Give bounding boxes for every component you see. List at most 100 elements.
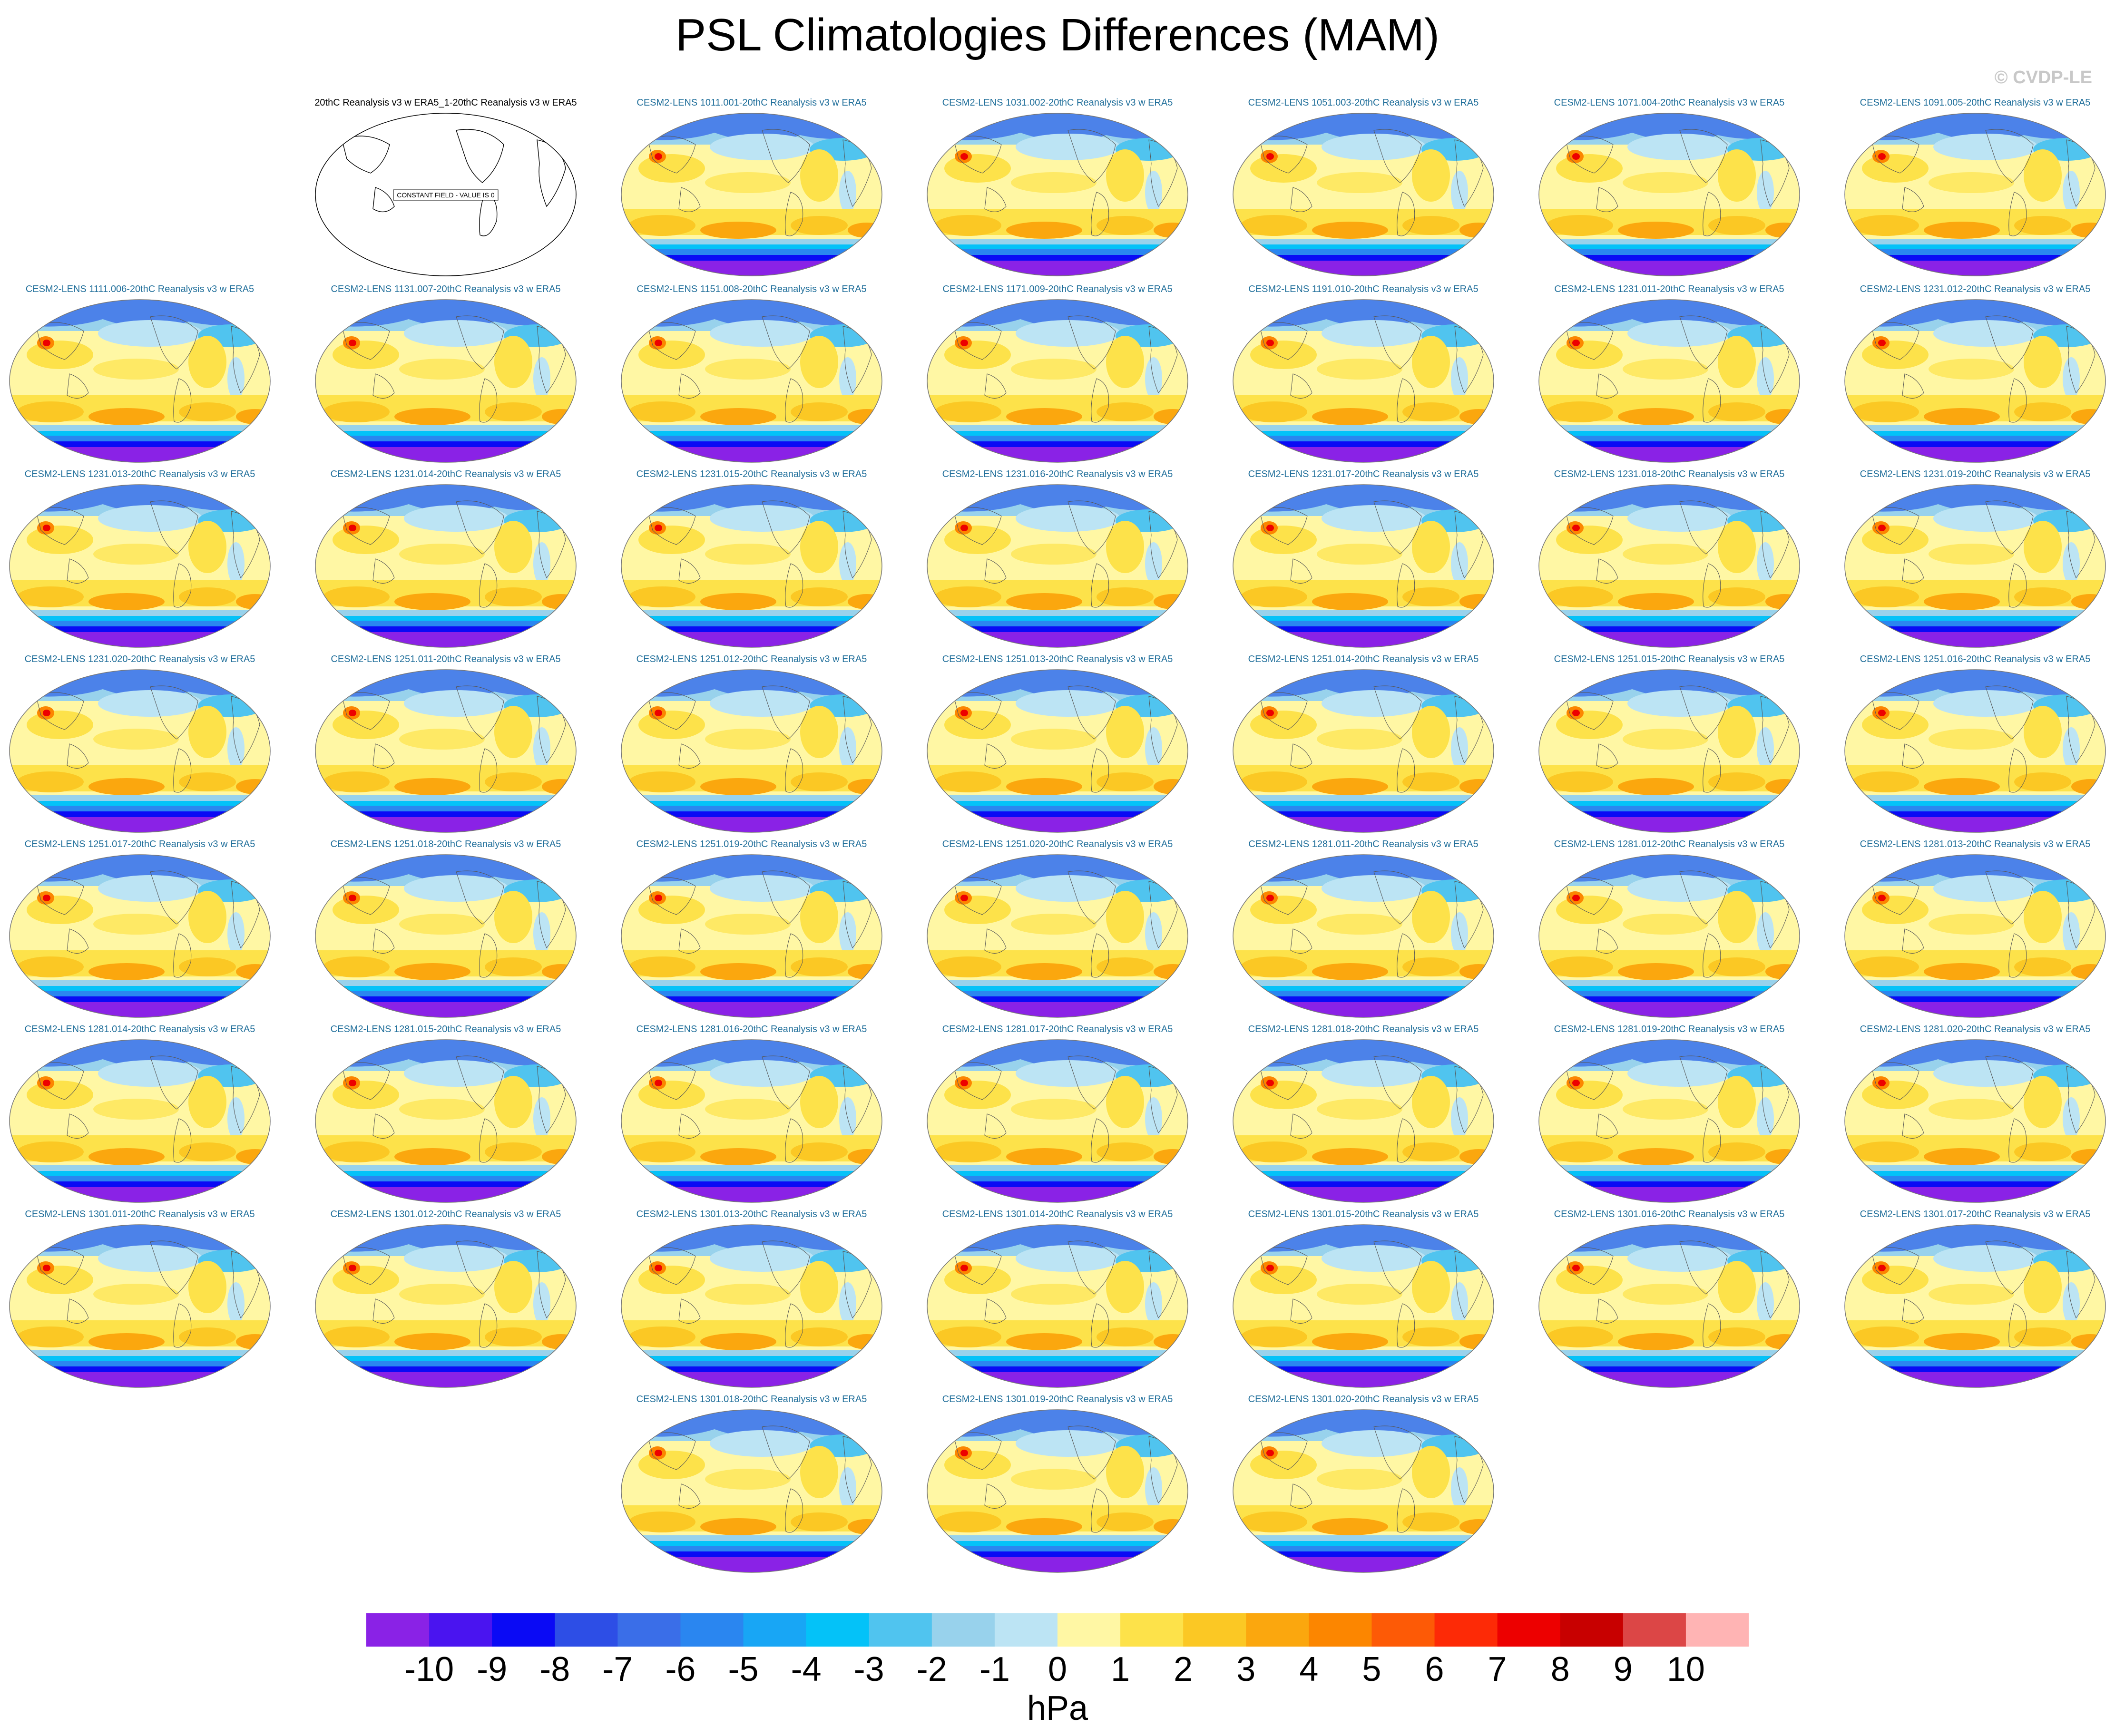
panel-title: CESM2-LENS 1301.018-20thC Reanalysis v3 … — [636, 1394, 867, 1404]
colorbar-tick-label: -8 — [539, 1650, 570, 1688]
colorbar-tick-label: 6 — [1425, 1650, 1444, 1688]
colorbar-tick-label: 7 — [1488, 1650, 1507, 1688]
member-panel: CESM2-LENS 1231.019-20thC Reanalysis v3 … — [1842, 468, 2108, 655]
colorbar-tick-label: -2 — [916, 1650, 947, 1688]
member-panel: CESM2-LENS 1281.016-20thC Reanalysis v3 … — [618, 1024, 885, 1210]
panel-title: CESM2-LENS 1301.015-20thC Reanalysis v3 … — [1248, 1209, 1479, 1219]
psl-difference-map — [1538, 484, 1800, 648]
member-panel: CESM2-LENS 1301.018-20thC Reanalysis v3 … — [618, 1394, 885, 1580]
member-panel: CESM2-LENS 1301.015-20thC Reanalysis v3 … — [1230, 1209, 1497, 1395]
member-panel: CESM2-LENS 1251.011-20thC Reanalysis v3 … — [313, 653, 579, 840]
colorbar-swatch — [1183, 1613, 1246, 1647]
panel-title: CESM2-LENS 1051.003-20thC Reanalysis v3 … — [1248, 98, 1479, 108]
psl-difference-map — [927, 669, 1188, 833]
colorbar-swatch — [1309, 1613, 1372, 1647]
psl-difference-map — [927, 484, 1188, 648]
member-panel: CESM2-LENS 1301.020-20thC Reanalysis v3 … — [1230, 1394, 1497, 1580]
psl-difference-map — [621, 669, 882, 833]
panel-title: CESM2-LENS 1231.015-20thC Reanalysis v3 … — [636, 469, 867, 479]
member-panel: CESM2-LENS 1191.010-20thC Reanalysis v3 … — [1230, 283, 1497, 470]
colorbar-swatch — [743, 1613, 807, 1647]
panel-title: CESM2-LENS 1251.011-20thC Reanalysis v3 … — [331, 654, 561, 664]
panel-title: CESM2-LENS 1191.010-20thC Reanalysis v3 … — [1248, 284, 1479, 294]
psl-difference-map — [621, 484, 882, 648]
colorbar-swatch — [617, 1613, 681, 1647]
colorbar-tick-label: -7 — [602, 1650, 633, 1688]
member-panel: CESM2-LENS 1131.007-20thC Reanalysis v3 … — [313, 283, 579, 470]
panel-title: CESM2-LENS 1251.016-20thC Reanalysis v3 … — [1860, 654, 2091, 664]
panel-title: CESM2-LENS 1251.017-20thC Reanalysis v3 … — [24, 839, 255, 849]
panel-title: CESM2-LENS 1281.020-20thC Reanalysis v3 … — [1860, 1024, 2091, 1034]
panel-title: CESM2-LENS 1251.018-20thC Reanalysis v3 … — [330, 839, 561, 849]
psl-difference-map — [315, 1224, 577, 1388]
psl-difference-map — [927, 1039, 1188, 1203]
colorbar-tick-label: 4 — [1299, 1650, 1319, 1688]
member-panel: CESM2-LENS 1301.013-20thC Reanalysis v3 … — [618, 1209, 885, 1395]
member-panel: CESM2-LENS 1281.018-20thC Reanalysis v3 … — [1230, 1024, 1497, 1210]
colorbar-tick-label: 9 — [1613, 1650, 1633, 1688]
colorbar-swatch — [1120, 1613, 1184, 1647]
colorbar-swatch — [1058, 1613, 1121, 1647]
psl-difference-map — [1844, 854, 2106, 1018]
colorbar-swatch — [680, 1613, 744, 1647]
panel-title: CESM2-LENS 1281.018-20thC Reanalysis v3 … — [1248, 1024, 1479, 1034]
psl-difference-map — [621, 113, 882, 276]
observation-panel: 20thC Reanalysis v3 w ERA5_1-20thC Reana… — [313, 97, 579, 283]
panel-title: CESM2-LENS 1031.002-20thC Reanalysis v3 … — [942, 98, 1173, 108]
panel-title: CESM2-LENS 1281.016-20thC Reanalysis v3 … — [636, 1024, 867, 1034]
psl-difference-map — [9, 1224, 271, 1388]
panel-title: CESM2-LENS 1281.012-20thC Reanalysis v3 … — [1554, 839, 1785, 849]
psl-difference-map — [927, 299, 1188, 463]
colorbar-swatch — [1497, 1613, 1561, 1647]
member-panel: CESM2-LENS 1231.017-20thC Reanalysis v3 … — [1230, 468, 1497, 655]
colorbar-units: hPa — [1027, 1689, 1088, 1727]
psl-difference-map — [1844, 113, 2106, 276]
member-panel: CESM2-LENS 1151.008-20thC Reanalysis v3 … — [618, 283, 885, 470]
colorbar-tick-label: 8 — [1550, 1650, 1570, 1688]
panel-title: CESM2-LENS 1281.019-20thC Reanalysis v3 … — [1554, 1024, 1785, 1034]
member-panel: CESM2-LENS 1281.020-20thC Reanalysis v3 … — [1842, 1024, 2108, 1210]
member-panel: CESM2-LENS 1231.013-20thC Reanalysis v3 … — [7, 468, 273, 655]
panel-title: CESM2-LENS 1171.009-20thC Reanalysis v3 … — [942, 284, 1173, 294]
member-panel: CESM2-LENS 1031.002-20thC Reanalysis v3 … — [924, 97, 1191, 283]
panel-title: CESM2-LENS 1251.012-20thC Reanalysis v3 … — [636, 654, 867, 664]
panel-title: CESM2-LENS 1111.006-20thC Reanalysis v3 … — [25, 284, 255, 294]
colorbar-tick-label: 0 — [1048, 1650, 1067, 1688]
psl-difference-map — [1233, 1039, 1494, 1203]
psl-difference-map — [1538, 299, 1800, 463]
panel-title: CESM2-LENS 1301.012-20thC Reanalysis v3 … — [330, 1209, 561, 1219]
member-panel: CESM2-LENS 1301.017-20thC Reanalysis v3 … — [1842, 1209, 2108, 1395]
member-panel: CESM2-LENS 1091.005-20thC Reanalysis v3 … — [1842, 97, 2108, 283]
panel-title: CESM2-LENS 1301.019-20thC Reanalysis v3 … — [942, 1394, 1173, 1404]
colorbar-tick-label: 3 — [1236, 1650, 1256, 1688]
psl-difference-map — [621, 1409, 882, 1573]
member-panel: CESM2-LENS 1231.012-20thC Reanalysis v3 … — [1842, 283, 2108, 470]
colorbar-tick-label: -4 — [791, 1650, 822, 1688]
member-panel: CESM2-LENS 1301.011-20thC Reanalysis v3 … — [7, 1209, 273, 1395]
panel-title: CESM2-LENS 1301.020-20thC Reanalysis v3 … — [1248, 1394, 1479, 1404]
member-panel: CESM2-LENS 1051.003-20thC Reanalysis v3 … — [1230, 97, 1497, 283]
colorbar-tick-label: -5 — [728, 1650, 759, 1688]
psl-difference-map — [9, 484, 271, 648]
psl-difference-map — [1538, 113, 1800, 276]
member-panel: CESM2-LENS 1251.013-20thC Reanalysis v3 … — [924, 653, 1191, 840]
panel-title: CESM2-LENS 1281.015-20thC Reanalysis v3 … — [330, 1024, 561, 1034]
member-panel: CESM2-LENS 1231.020-20thC Reanalysis v3 … — [7, 653, 273, 840]
member-panel: CESM2-LENS 1251.014-20thC Reanalysis v3 … — [1230, 653, 1497, 840]
panel-title: 20thC Reanalysis v3 w ERA5_1-20thC Reana… — [314, 98, 577, 108]
colorbar-tick-label: -6 — [665, 1650, 696, 1688]
psl-difference-map — [1844, 1224, 2106, 1388]
colorbar-swatch — [1371, 1613, 1435, 1647]
psl-difference-map — [1538, 1039, 1800, 1203]
psl-difference-map — [315, 299, 577, 463]
psl-difference-map — [1233, 854, 1494, 1018]
psl-difference-map — [315, 854, 577, 1018]
psl-difference-map — [621, 1039, 882, 1203]
panel-title: CESM2-LENS 1231.012-20thC Reanalysis v3 … — [1860, 284, 2091, 294]
member-panel: CESM2-LENS 1011.001-20thC Reanalysis v3 … — [618, 97, 885, 283]
panel-title: CESM2-LENS 1231.011-20thC Reanalysis v3 … — [1554, 284, 1784, 294]
member-panel: CESM2-LENS 1251.012-20thC Reanalysis v3 … — [618, 653, 885, 840]
colorbar-swatch — [1246, 1613, 1309, 1647]
colorbar-swatch — [931, 1613, 995, 1647]
member-panel: CESM2-LENS 1281.014-20thC Reanalysis v3 … — [7, 1024, 273, 1210]
